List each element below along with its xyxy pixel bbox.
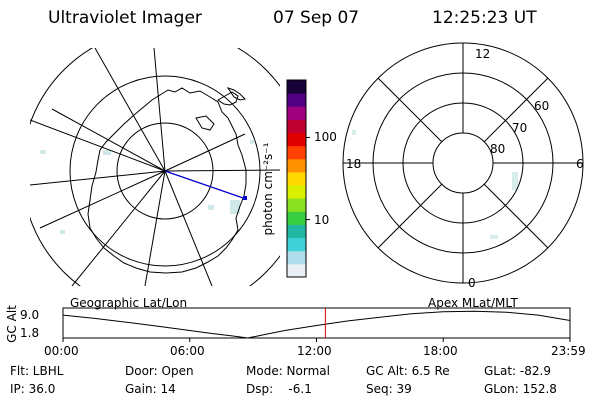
mlat-label-60: 60	[534, 99, 550, 113]
x-tick-label: 23:59	[551, 344, 586, 358]
colorbar-band	[287, 171, 306, 186]
colorbar-band	[287, 250, 306, 265]
colorbar-band	[287, 145, 306, 160]
date-display: 07 Sep 07	[273, 8, 360, 28]
left-map-label: Geographic Lat/Lon	[70, 296, 188, 310]
colorbar-band	[287, 93, 306, 107]
glon-status: GLon: 152.8	[484, 382, 557, 396]
lat-circle	[69, 75, 261, 267]
x-tick-label: 18:00	[423, 344, 458, 358]
altitude-chart-frame	[62, 307, 571, 339]
colorbar-band	[287, 119, 306, 134]
colorbar-band	[287, 158, 306, 173]
peninsula	[226, 87, 247, 101]
mlat-label-80: 80	[490, 142, 506, 156]
ip-status: IP: 36.0	[10, 382, 56, 396]
emission-specks	[40, 140, 254, 234]
x-tick-label: 06:00	[170, 344, 205, 358]
coastline	[87, 87, 247, 274]
app-title: Ultraviolet Imager	[48, 8, 202, 28]
satellite-position-marker	[243, 196, 247, 200]
colorbar-band	[287, 224, 306, 239]
mlt-label-18: 18	[346, 157, 362, 171]
colorbar-band	[287, 263, 306, 278]
colorbar-band	[287, 80, 306, 94]
x-tick-label: 12:00	[297, 344, 332, 358]
colorbar-band	[287, 132, 306, 147]
gc-alt-status: GC Alt: 6.5 Re	[366, 364, 450, 378]
mode-status: Mode: Normal	[246, 364, 330, 378]
look-direction-line	[164, 170, 247, 200]
mlat-label-70: 70	[512, 121, 528, 135]
door-status: Door: Open	[125, 364, 194, 378]
colorbar-band	[287, 211, 306, 225]
mlt-label-0: 0	[468, 276, 476, 290]
colorbar-band	[287, 185, 306, 199]
mlt-line	[377, 183, 443, 249]
colorbar-band	[287, 198, 306, 212]
colorbar-frame	[286, 79, 307, 278]
mlt-label-12: 12	[475, 47, 491, 61]
altitude-series-line	[62, 310, 571, 339]
dsp-status: Dsp: -6.1	[246, 382, 312, 396]
y-tick-label: 1.8	[20, 326, 40, 340]
filter-status: Flt: LBHL	[10, 364, 64, 378]
gain-status: Gain: 14	[125, 382, 176, 396]
colorbar-tick-label: 10	[314, 212, 330, 227]
y-axis-label: GC Alt	[5, 305, 19, 343]
right-map-label: Apex MLat/MLT	[428, 296, 518, 310]
seq-status: Seq: 39	[366, 382, 412, 396]
mlt-line	[377, 77, 443, 143]
colorbar-tick-label: 100	[314, 130, 337, 145]
colorbar-band	[287, 106, 306, 120]
mlt-label-6: 6	[576, 157, 584, 171]
time-display: 12:25:23 UT	[432, 8, 537, 28]
coastline-inlet	[195, 115, 215, 131]
mlt-line	[483, 183, 549, 249]
mlt-line	[483, 77, 549, 143]
emission-specks	[352, 130, 518, 239]
colorbar-band	[287, 237, 306, 252]
y-tick-label: 9.0	[20, 308, 40, 322]
x-tick-label: 00:00	[44, 344, 79, 358]
glat-status: GLat: -82.9	[484, 364, 551, 378]
